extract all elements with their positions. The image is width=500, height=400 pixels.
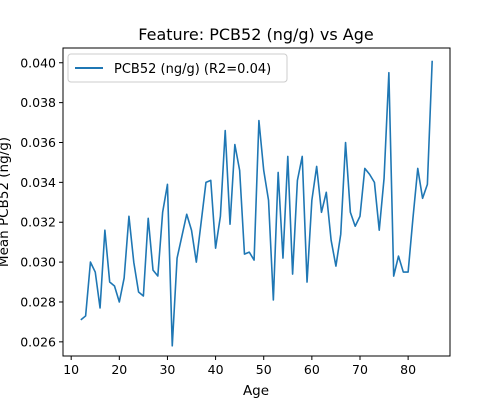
x-axis-label: Age xyxy=(243,383,269,399)
y-tick-label: 0.030 xyxy=(20,255,56,270)
y-tick-label: 0.038 xyxy=(20,95,56,110)
y-axis-label: Mean PCB52 (ng/g) xyxy=(0,137,12,267)
x-tick-label: 30 xyxy=(159,362,175,377)
x-tick-label: 40 xyxy=(208,362,224,377)
y-tick-label: 0.032 xyxy=(20,215,56,230)
x-tick-label: 20 xyxy=(111,362,127,377)
y-tick-label: 0.026 xyxy=(20,334,56,349)
legend-label: PCB52 (ng/g) (R2=0.04) xyxy=(114,62,271,77)
x-tick-label: 60 xyxy=(304,362,320,377)
chart-title: Feature: PCB52 (ng/g) vs Age xyxy=(138,25,373,44)
x-tick-label: 50 xyxy=(256,362,272,377)
y-tick-label: 0.040 xyxy=(20,55,56,70)
legend-box xyxy=(67,53,288,83)
y-tick-label: 0.028 xyxy=(20,294,56,309)
y-axis: 0.026 0.028 0.030 0.032 0.034 0.036 0.038 0.040 xyxy=(20,55,63,349)
y-tick-label: 0.036 xyxy=(20,135,56,150)
x-axis: 10 20 30 40 50 60 70 80 xyxy=(63,356,416,377)
x-tick-label: 70 xyxy=(352,362,368,377)
y-tick-label: 0.034 xyxy=(20,175,56,190)
x-tick-label: 80 xyxy=(400,362,416,377)
legend: PCB52 (ng/g) (R2=0.04) xyxy=(67,53,288,83)
plot-area xyxy=(80,60,433,347)
axes-frame xyxy=(62,47,451,357)
x-tick-label: 10 xyxy=(63,362,79,377)
series-line xyxy=(80,60,433,347)
